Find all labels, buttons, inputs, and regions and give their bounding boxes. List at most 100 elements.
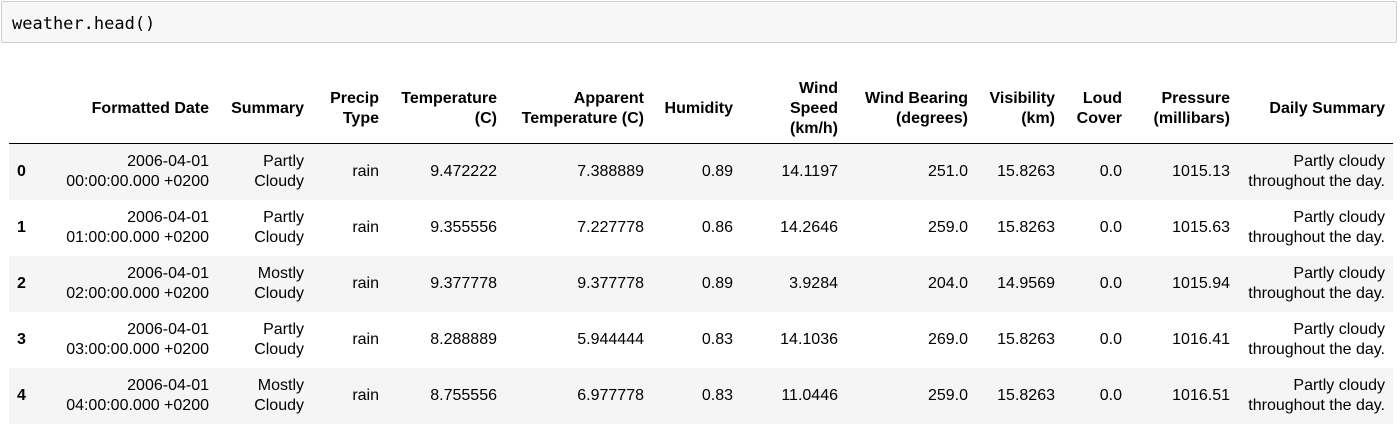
table-cell: rain: [312, 256, 387, 312]
column-header-line: Loud: [1082, 90, 1122, 107]
cell-line: Partly: [263, 152, 304, 170]
cell-line: 251.0: [927, 162, 968, 180]
column-header-line: (km/h): [790, 120, 838, 137]
table-cell: 0.89: [652, 144, 741, 200]
cell-line: 15.8263: [997, 386, 1055, 404]
table-header: Formatted Date Summary Precip Type Temperatu…: [9, 75, 1393, 144]
cell-line: throughout the day.: [1248, 228, 1385, 246]
table-row: 4 2006-04-01 04:00:00.000 +0200 Mostly Cloud…: [9, 367, 1393, 424]
cell-line: 14.9569: [997, 274, 1055, 292]
table-cell: 15.8263: [976, 368, 1063, 424]
cell-line: 269.0: [927, 330, 968, 348]
column-header-line: Visibility: [989, 90, 1055, 107]
table-cell: Partly cloudy throughout the day.: [1238, 368, 1393, 424]
column-header: Pressure (millibars): [1130, 75, 1238, 144]
cell-line: throughout the day.: [1248, 172, 1385, 190]
index-header: [9, 75, 45, 144]
column-header: Wind Bearing (degrees): [846, 75, 976, 144]
table-cell: Partly cloudy throughout the day.: [1238, 144, 1393, 200]
cell-line: 15.8263: [997, 162, 1055, 180]
table-cell: Mostly Cloudy: [217, 368, 312, 424]
column-header-line: Humidity: [664, 100, 733, 117]
cell-line: 9.377778: [430, 274, 497, 292]
header-row: Formatted Date Summary Precip Type Temperatu…: [9, 75, 1393, 144]
table-cell: Partly Cloudy: [217, 144, 312, 200]
cell-line: Partly cloudy: [1293, 208, 1385, 226]
row-index: 4: [17, 386, 26, 404]
cell-line: rain: [352, 218, 379, 236]
cell-line: 00:00:00.000 +0200: [66, 172, 209, 190]
cell-line: 8.755556: [430, 386, 497, 404]
column-header: Summary: [217, 75, 312, 144]
column-header-line: Pressure: [1161, 90, 1231, 107]
column-header-line: Summary: [231, 100, 304, 117]
cell-line: 2006-04-01: [127, 152, 209, 170]
cell-line: 02:00:00.000 +0200: [66, 284, 209, 302]
table-cell: 1016.51: [1130, 368, 1238, 424]
cell-line: 0.0: [1099, 274, 1122, 292]
table-cell: 0.83: [652, 368, 741, 424]
column-header: Precip Type: [312, 75, 387, 144]
cell-line: 0.89: [701, 274, 733, 292]
table-cell: Partly Cloudy: [217, 312, 312, 368]
table-cell: 2006-04-01 00:00:00.000 +0200: [45, 144, 217, 200]
cell-line: 2006-04-01: [127, 208, 209, 226]
cell-line: 0.83: [701, 330, 733, 348]
table-cell: rain: [312, 312, 387, 368]
table-cell: 14.2646: [741, 200, 846, 256]
table-cell: Partly cloudy throughout the day.: [1238, 256, 1393, 312]
table-cell: 9.377778: [505, 256, 652, 312]
table-cell: 0.0: [1063, 144, 1130, 200]
table-cell: 8.288889: [387, 312, 505, 368]
column-header-line: Type: [342, 110, 379, 127]
cell-line: rain: [352, 386, 379, 404]
cell-line: 0.86: [701, 218, 733, 236]
table-cell: 269.0: [846, 312, 976, 368]
table-cell: 0.86: [652, 200, 741, 256]
column-header-line: Precip: [330, 90, 379, 107]
cell-line: 15.8263: [997, 330, 1055, 348]
row-index: 1: [17, 218, 26, 236]
table-cell: 15.8263: [976, 200, 1063, 256]
table-cell: 1015.13: [1130, 144, 1238, 200]
cell-line: 259.0: [927, 218, 968, 236]
table-body: 0 2006-04-01 00:00:00.000 +0200 Partly Cloud…: [9, 143, 1393, 424]
cell-line: Cloudy: [254, 340, 304, 358]
column-header: Daily Summary: [1238, 75, 1393, 144]
table-cell: 259.0: [846, 368, 976, 424]
table-row: 0 2006-04-01 00:00:00.000 +0200 Partly Cloud…: [9, 143, 1393, 200]
code-source[interactable]: weather.head(): [12, 14, 156, 34]
cell-line: 3.9284: [789, 274, 838, 292]
column-header-line: Apparent: [573, 90, 644, 107]
cell-line: 15.8263: [997, 218, 1055, 236]
column-header-line: Cover: [1076, 110, 1122, 127]
cell-line: 1015.94: [1172, 274, 1230, 292]
column-header-line: (km): [1021, 110, 1055, 127]
table-cell: 0.0: [1063, 312, 1130, 368]
cell-line: Partly cloudy: [1293, 320, 1385, 338]
cell-line: Mostly: [257, 376, 304, 394]
table-cell: rain: [312, 144, 387, 200]
cell-line: throughout the day.: [1248, 284, 1385, 302]
table-cell: 0.83: [652, 312, 741, 368]
cell-line: 03:00:00.000 +0200: [66, 340, 209, 358]
cell-line: 2006-04-01: [127, 320, 209, 338]
column-header-line: (degrees): [895, 110, 968, 127]
table-cell: 7.388889: [505, 144, 652, 200]
cell-line: 11.0446: [781, 386, 838, 404]
table-cell: 3.9284: [741, 256, 846, 312]
table-cell: Mostly Cloudy: [217, 256, 312, 312]
code-cell-input[interactable]: weather.head(): [1, 1, 1397, 43]
column-header: Apparent Temperature (C): [505, 75, 652, 144]
table-row: 2 2006-04-01 02:00:00.000 +0200 Mostly Cloud…: [9, 255, 1393, 312]
cell-line: Cloudy: [254, 284, 304, 302]
cell-line: 8.288889: [430, 330, 497, 348]
table-cell: 15.8263: [976, 144, 1063, 200]
table-cell: 15.8263: [976, 312, 1063, 368]
cell-line: rain: [352, 330, 379, 348]
table-cell: Partly cloudy throughout the day.: [1238, 200, 1393, 256]
table-cell: 1015.94: [1130, 256, 1238, 312]
table-cell: 8.755556: [387, 368, 505, 424]
table-cell: Partly Cloudy: [217, 200, 312, 256]
cell-line: 9.472222: [430, 162, 497, 180]
